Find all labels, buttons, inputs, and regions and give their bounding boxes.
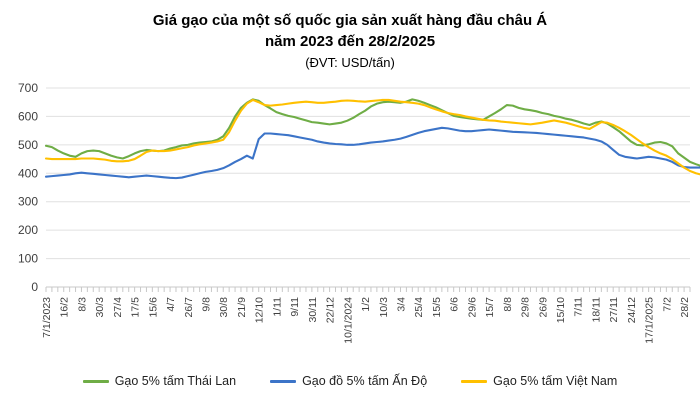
x-tick-label: 17/5 — [130, 297, 142, 318]
legend-item-india[interactable]: Gạo đồ 5% tấm Ấn Độ — [270, 374, 427, 388]
x-tick-label: 10/1/2024 — [342, 297, 354, 344]
x-tick-label: 27/11 — [608, 297, 620, 323]
x-tick-label: 29/6 — [466, 297, 478, 318]
x-tick-label: 8/3 — [76, 297, 88, 312]
legend-label-vietnam: Gạo 5% tấm Việt Nam — [493, 374, 618, 388]
x-tick-label: 21/9 — [236, 297, 248, 318]
y-tick-label-500: 500 — [18, 138, 38, 152]
chart-subtitle-unit: (ĐVT: USD/tấn) — [305, 55, 395, 70]
chart-title-line-2: năm 2023 đến 28/2/2025 — [264, 33, 436, 50]
x-tick-label: 27/4 — [112, 297, 124, 318]
x-tick-label: 15/10 — [555, 297, 567, 323]
x-tick-label: 28/2 — [679, 297, 691, 318]
x-tick-label: 30/8 — [218, 297, 230, 318]
legend-swatch-vietnam — [461, 379, 488, 383]
x-tick-label: 3/4 — [395, 297, 407, 312]
y-tick-label-200: 200 — [18, 223, 38, 237]
y-gridlines — [46, 87, 690, 288]
x-tick-label: 9/8 — [201, 297, 213, 312]
x-tick-label: 7/11 — [573, 297, 585, 317]
x-tick-label: 15/5 — [431, 297, 443, 318]
x-tick-label: 25/4 — [413, 297, 425, 318]
y-tick-label-700: 700 — [18, 81, 38, 95]
x-tick-label: 30/11 — [307, 297, 319, 323]
x-tick-label: 9/11 — [289, 297, 301, 317]
x-tick-label: 1/11 — [271, 297, 283, 317]
y-axis-labels: 0 100 200 300 400 500 600 700 — [18, 81, 38, 294]
x-tick-label: 4/7 — [165, 297, 177, 312]
x-tick-label: 17/1/2025 — [644, 297, 656, 344]
chart-title-block: Giá gạo của một số quốc gia sản xuất hàn… — [0, 10, 700, 72]
x-tick-label: 30/3 — [94, 297, 106, 318]
x-tick-label: 16/2 — [59, 297, 71, 318]
x-tick-label: 26/9 — [537, 297, 549, 318]
series-line-india — [44, 126, 700, 180]
y-tick-label-100: 100 — [18, 252, 38, 266]
x-axis-labels: 7/1/2023 16/2 8/3 30/3 27/4 17/5 15/6 4/7 26/7 9/… — [41, 297, 691, 344]
x-tick-label: 15/7 — [484, 297, 496, 318]
x-tick-label: 12/10 — [254, 297, 266, 323]
x-tick-label: 18/11 — [590, 297, 602, 323]
x-tick-label: 26/7 — [183, 297, 195, 318]
legend-label-india: Gạo đồ 5% tấm Ấn Độ — [302, 374, 428, 388]
x-tick-label: 1/2 — [360, 297, 372, 312]
y-tick-label-600: 600 — [18, 109, 38, 123]
x-tick-label: 7/2 — [661, 297, 673, 312]
x-tick-label: 15/6 — [147, 297, 159, 318]
legend-item-thailand[interactable]: Gạo 5% tấm Thái Lan — [82, 374, 237, 388]
chart-legend: Gạo 5% tấm Thái Lan Gạo đồ 5% tấm Ấn Độ … — [0, 374, 700, 388]
y-tick-label-0: 0 — [31, 280, 38, 294]
x-tick-label: 24/12 — [626, 297, 638, 323]
x-tick-label: 29/8 — [520, 297, 532, 318]
x-tick-label: 22/12 — [325, 297, 337, 323]
legend-swatch-thailand — [82, 379, 109, 383]
legend-label-thailand: Gạo 5% tấm Thái Lan — [114, 374, 237, 388]
data-series-group — [44, 98, 700, 180]
chart-title-line-1: Giá gạo của một số quốc gia sản xuất hàn… — [152, 12, 548, 29]
series-line-thailand — [44, 98, 700, 167]
series-line-vietnam — [44, 98, 700, 176]
x-tick-label: 8/8 — [502, 297, 514, 312]
x-axis-ticks — [45, 287, 691, 292]
x-tick-label: 7/1/2023 — [41, 297, 53, 338]
legend-swatch-india — [270, 379, 297, 383]
y-tick-label-400: 400 — [18, 166, 38, 180]
legend-item-vietnam[interactable]: Gạo 5% tấm Việt Nam — [461, 374, 617, 388]
x-tick-label: 6/6 — [449, 297, 461, 312]
x-tick-label: 10/3 — [378, 297, 390, 318]
y-tick-label-300: 300 — [18, 195, 38, 209]
